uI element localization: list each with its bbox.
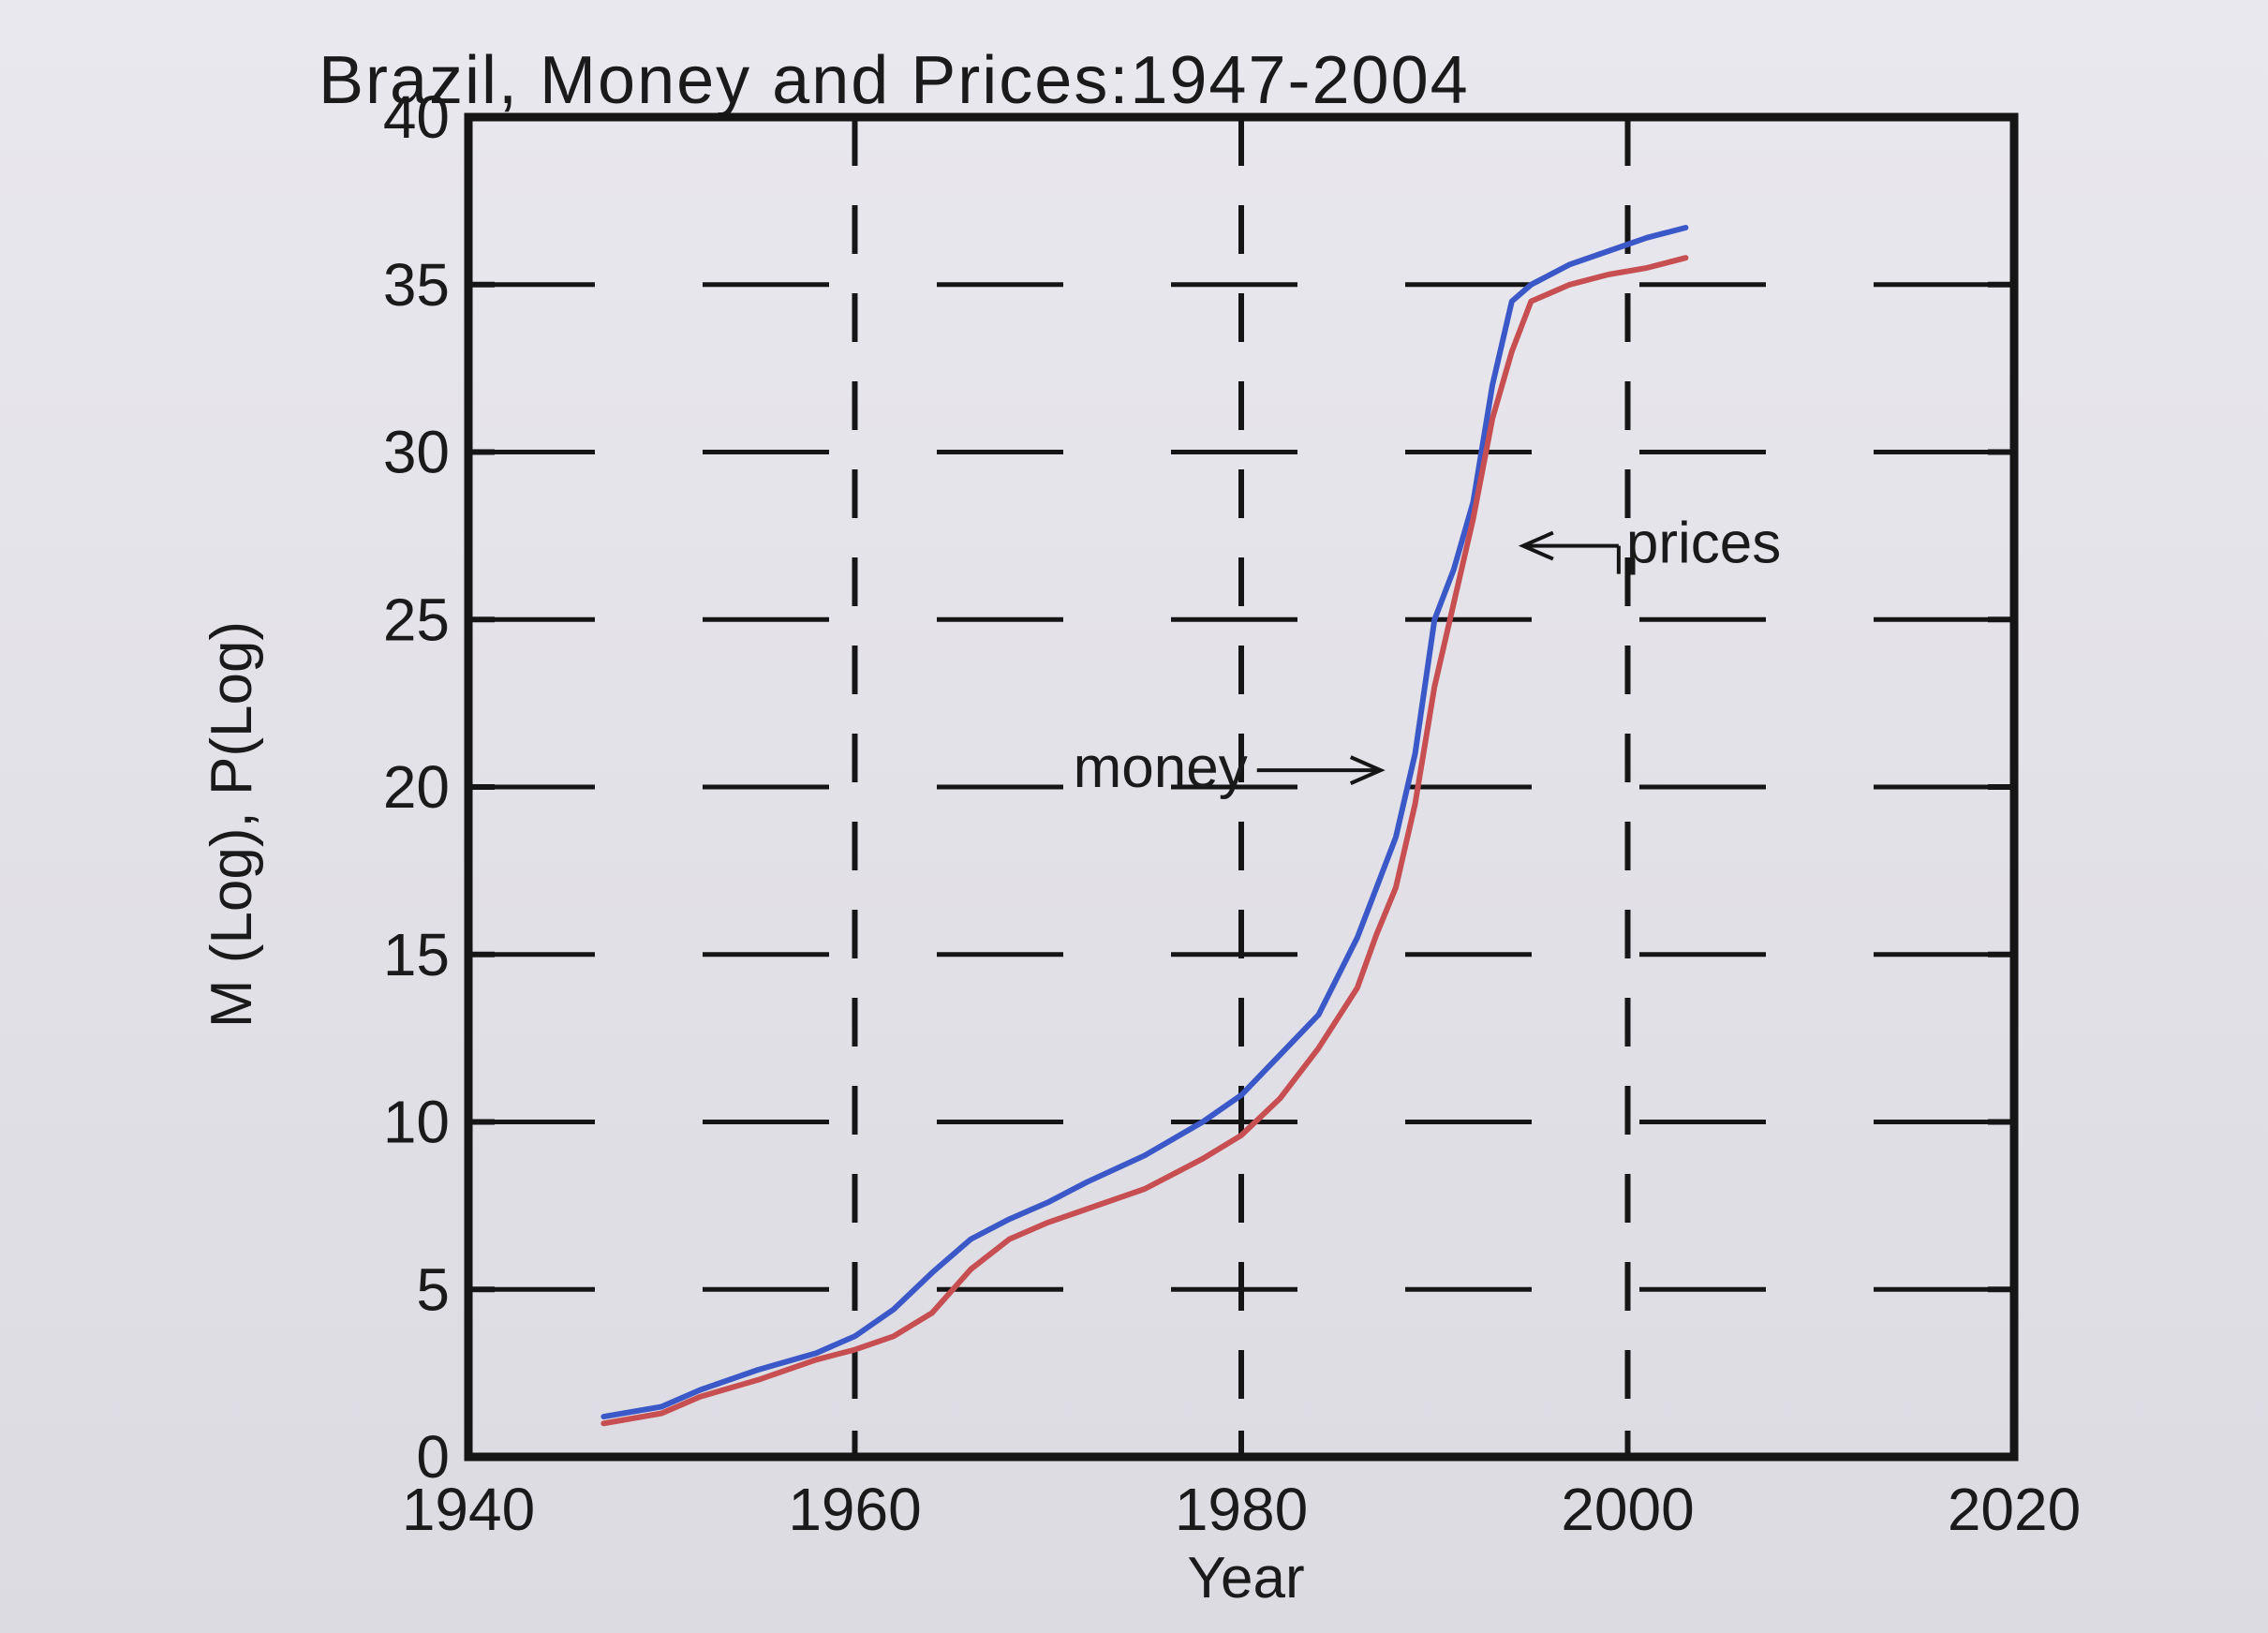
x-tick-label: 1940	[402, 1476, 535, 1543]
x-axis-label: Year	[1187, 1546, 1304, 1611]
x-tick-label: 1960	[788, 1476, 921, 1543]
y-tick-label: 40	[383, 83, 450, 151]
y-tick-label: 35	[383, 251, 450, 319]
y-tick-label: 10	[383, 1089, 450, 1156]
tick-layer: 0 5 10 15 20 25 30 35 40 1940 1960 1980 2000 2020	[383, 83, 2081, 1543]
y-tick-label: 30	[383, 419, 450, 486]
y-tick-label: 25	[383, 586, 450, 653]
prices-arrow-head	[1518, 530, 1554, 561]
grid-layer	[468, 117, 2014, 1457]
series-line-prices	[600, 255, 1689, 1427]
y-tick-label: 15	[383, 921, 450, 988]
x-tick-label: 1980	[1175, 1476, 1308, 1543]
money-label: money	[1074, 735, 1248, 800]
y-tick-label: 20	[383, 753, 450, 821]
y-tick-label: 5	[416, 1255, 450, 1323]
annotation-layer: money prices	[1074, 512, 1782, 801]
money-arrow-head	[1349, 755, 1386, 785]
y-tick-label: 0	[416, 1423, 450, 1491]
x-tick-label: 2000	[1561, 1476, 1694, 1543]
y-axis-label: M (Log), P(Log)	[200, 621, 264, 1028]
series-layer	[600, 225, 1689, 1427]
prices-label: prices	[1626, 512, 1781, 576]
series-line-money	[600, 225, 1689, 1420]
x-tick-label: 2020	[1948, 1476, 2081, 1543]
chart-title: Brazil, Money and Prices:1947-2004	[319, 43, 1470, 118]
